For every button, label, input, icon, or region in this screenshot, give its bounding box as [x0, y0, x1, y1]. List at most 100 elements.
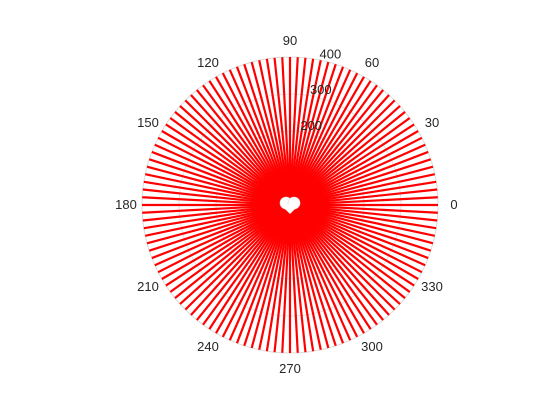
- stem-78: [202, 204, 291, 326]
- stem-8: [289, 143, 426, 207]
- stem-22: [288, 69, 352, 206]
- stem-series: [142, 57, 438, 353]
- stem-55: [146, 165, 291, 207]
- stem-119: [289, 203, 438, 214]
- radial-tick-label: 400: [320, 46, 342, 61]
- stem-63: [143, 203, 291, 230]
- angle-tick-label: 300: [361, 339, 383, 354]
- stem-83: [235, 204, 292, 344]
- stem-71: [165, 204, 291, 287]
- stem-57: [143, 180, 291, 207]
- stem-86: [258, 204, 292, 350]
- stem-51: [157, 136, 291, 206]
- stem-91: [288, 204, 299, 353]
- stem-113: [289, 203, 429, 260]
- stem-33: [265, 58, 292, 206]
- stem-45: [184, 99, 291, 206]
- stem-62: [142, 203, 291, 222]
- stem-52: [154, 143, 291, 207]
- angle-tick-label: 0: [450, 197, 457, 212]
- stem-40: [215, 76, 291, 206]
- angle-tick-label: 60: [365, 55, 379, 70]
- radial-tick-label: 200: [300, 118, 322, 133]
- stem-29: [288, 57, 299, 206]
- stem-16: [289, 94, 390, 206]
- stem-80: [215, 204, 291, 334]
- stem-82: [228, 204, 292, 341]
- stem-85: [250, 204, 292, 349]
- stem-89: [281, 204, 292, 353]
- stem-101: [289, 204, 372, 330]
- stem-115: [289, 203, 434, 245]
- tick-labels: 0 30 60 90 120 150 180 210 240 270 300 330 200 300 400: [115, 33, 457, 376]
- angle-tick-label: 210: [137, 279, 159, 294]
- stem-47: [174, 111, 291, 206]
- stem-21: [289, 72, 359, 206]
- stem-64: [145, 203, 291, 237]
- stem-49: [165, 123, 291, 206]
- stem-44: [190, 94, 291, 206]
- stem-96: [288, 204, 337, 347]
- stem-70: [161, 204, 291, 280]
- stem-54: [148, 158, 291, 207]
- stem-105: [289, 204, 396, 311]
- stem-88: [273, 204, 292, 353]
- origin-marker-point: [281, 205, 299, 214]
- stem-116: [289, 203, 435, 237]
- stem-67: [151, 203, 291, 260]
- stem-3: [289, 180, 437, 207]
- stem-97: [288, 204, 345, 344]
- stem-84: [243, 204, 292, 347]
- stem-37: [235, 66, 292, 206]
- stem-17: [289, 89, 384, 206]
- stem-9: [289, 136, 423, 206]
- stem-23: [288, 66, 345, 206]
- stem-102: [289, 204, 378, 326]
- stem-112: [289, 203, 426, 267]
- stem-26: [288, 60, 322, 206]
- stem-72: [169, 204, 291, 293]
- stem-4: [289, 173, 435, 207]
- stem-43: [196, 89, 291, 206]
- stem-69: [157, 204, 291, 274]
- stem-11: [289, 123, 415, 206]
- stem-10: [289, 130, 419, 206]
- stem-100: [289, 204, 365, 334]
- stem-12: [289, 117, 411, 206]
- stem-75: [184, 204, 291, 311]
- stem-41: [208, 80, 291, 206]
- stem-74: [179, 204, 291, 305]
- angle-tick-label: 30: [425, 115, 439, 130]
- stem-6: [289, 158, 432, 207]
- stem-95: [288, 204, 330, 349]
- stem-53: [151, 150, 291, 207]
- stem-108: [289, 204, 411, 293]
- stem-39: [221, 72, 291, 206]
- stem-35: [250, 61, 292, 206]
- stem-98: [288, 204, 352, 341]
- stem-1: [289, 196, 438, 207]
- angle-tick-label: 240: [197, 339, 219, 354]
- radial-tick-label: 300: [310, 82, 332, 97]
- stem-25: [288, 61, 330, 206]
- stem-5: [289, 165, 434, 207]
- stem-93: [288, 204, 315, 352]
- stem-31: [281, 57, 292, 206]
- stem-109: [289, 204, 415, 287]
- stem-28: [288, 57, 307, 206]
- stem-114: [289, 203, 432, 252]
- stem-2: [289, 188, 438, 207]
- stem-48: [169, 117, 291, 206]
- stem-7: [289, 150, 429, 207]
- stem-111: [289, 204, 423, 274]
- stem-65: [146, 203, 291, 245]
- stem-19: [289, 80, 372, 206]
- stem-99: [289, 204, 359, 338]
- stem-118: [289, 203, 438, 222]
- stem-104: [289, 204, 390, 316]
- stem-50: [161, 130, 291, 206]
- angle-tick-label: 150: [137, 115, 159, 130]
- stem-42: [202, 84, 291, 206]
